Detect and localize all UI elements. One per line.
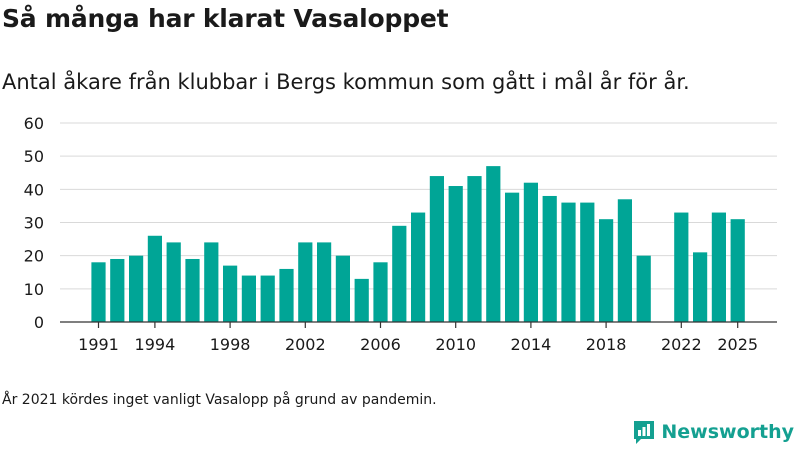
- bar: [599, 219, 614, 322]
- bar: [523, 182, 538, 322]
- bar: [580, 202, 595, 322]
- newsworthy-logo-icon: [634, 421, 655, 444]
- bar: [147, 235, 162, 322]
- x-tick-label: 1998: [210, 335, 251, 354]
- bar: [223, 265, 238, 322]
- bar: [674, 212, 689, 322]
- x-tick-label: 1994: [135, 335, 176, 354]
- y-tick-label: 10: [24, 280, 44, 299]
- bar: [129, 255, 144, 322]
- y-tick-label: 0: [34, 313, 44, 332]
- y-tick-label: 30: [24, 214, 44, 233]
- bar: [335, 255, 350, 322]
- bar: [373, 262, 388, 322]
- chart-title: Så många har klarat Vasaloppet: [2, 4, 449, 33]
- bar: [110, 258, 125, 322]
- bar: [486, 166, 501, 322]
- bar: [711, 212, 726, 322]
- bar: [467, 176, 482, 322]
- y-tick-label: 40: [24, 180, 44, 199]
- bar: [241, 275, 256, 322]
- bar: [693, 252, 708, 322]
- bar: [260, 275, 275, 322]
- x-tick-label: 2002: [285, 335, 326, 354]
- chart-subtitle: Antal åkare från klubbar i Bergs kommun …: [2, 70, 690, 94]
- bar: [185, 258, 200, 322]
- bar: [542, 195, 557, 322]
- x-tick-label: 1991: [78, 335, 119, 354]
- x-tick-label: 2018: [586, 335, 627, 354]
- footnote: År 2021 kördes inget vanligt Vasalopp på…: [2, 392, 437, 408]
- bar: [429, 176, 444, 322]
- bar: [298, 242, 313, 322]
- bar: [204, 242, 219, 322]
- x-tick-label: 2014: [511, 335, 552, 354]
- bar: [166, 242, 181, 322]
- bar: [730, 219, 745, 322]
- bar: [617, 199, 632, 322]
- bar: [561, 202, 576, 322]
- y-tick-label: 20: [24, 247, 44, 266]
- bar: [411, 212, 426, 322]
- bar: [636, 255, 651, 322]
- y-tick-label: 60: [24, 114, 44, 133]
- brand-logo: Newsworthy: [632, 419, 794, 445]
- x-tick-label: 2006: [360, 335, 401, 354]
- y-tick-label: 50: [24, 147, 44, 166]
- bar: [505, 192, 520, 322]
- bar: [279, 268, 294, 322]
- brand-name: Newsworthy: [661, 421, 794, 443]
- bar: [392, 225, 407, 322]
- bar: [354, 278, 369, 322]
- x-tick-label: 2010: [435, 335, 476, 354]
- x-tick-label: 2025: [717, 335, 758, 354]
- bar: [91, 262, 106, 322]
- x-tick-label: 2022: [661, 335, 702, 354]
- bar: [448, 186, 463, 322]
- bar: [317, 242, 332, 322]
